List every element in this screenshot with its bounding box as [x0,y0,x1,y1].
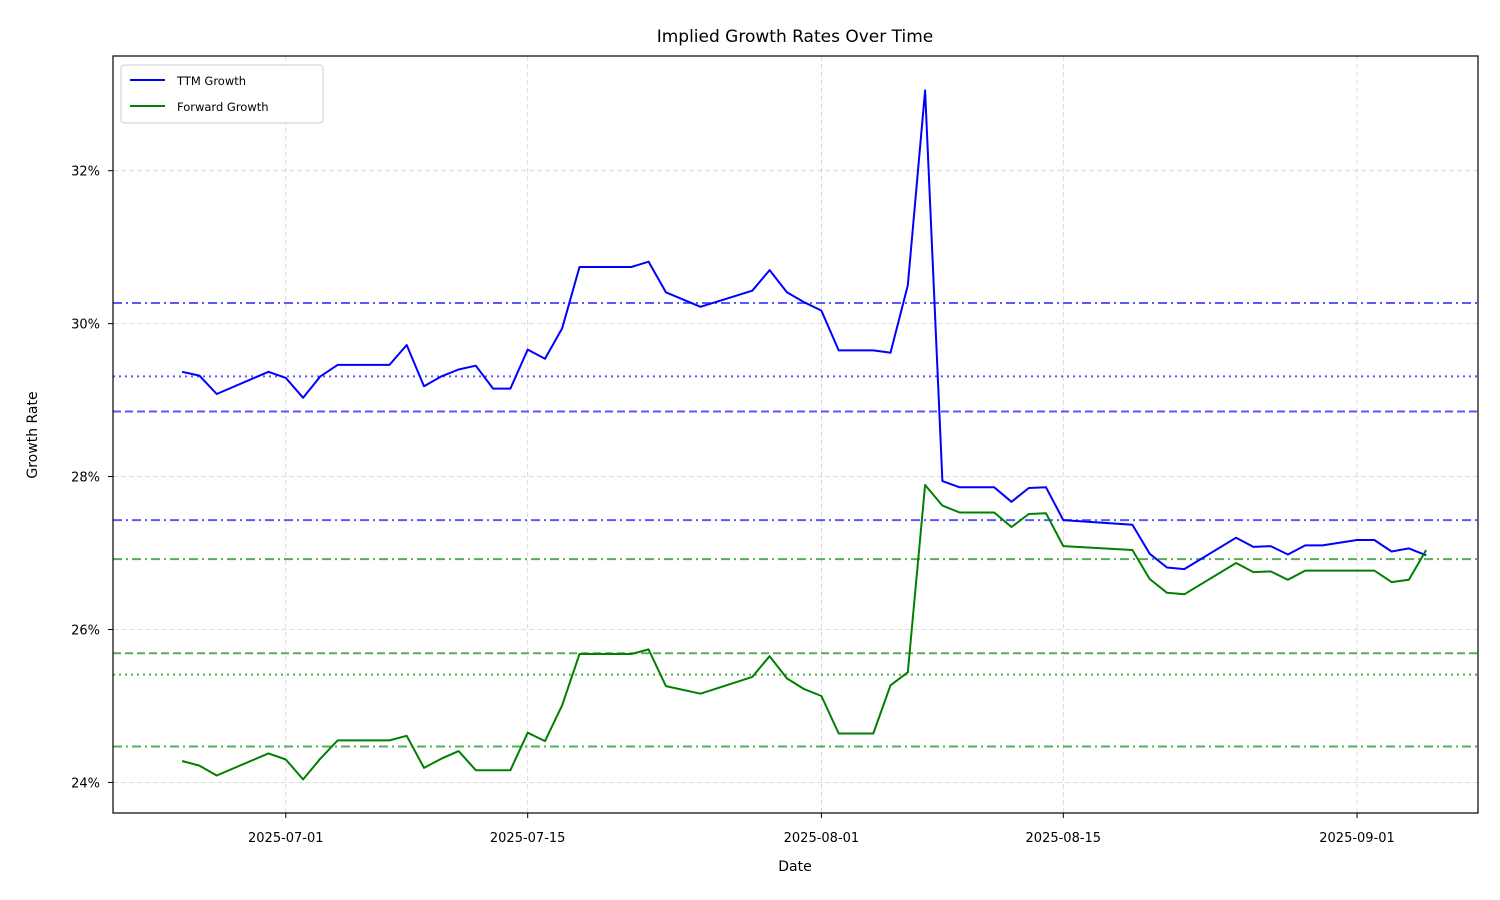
x-axis-title: Date [778,859,811,875]
series-line-ttm-growth [181,89,1427,571]
chart-title: Implied Growth Rates Over Time [657,27,934,47]
series-line-forward-growth [181,484,1428,781]
y-tick-label: 30% [71,318,100,333]
legend-label-forward: Forward Growth [177,100,269,114]
grid-lines [113,56,1478,813]
legend: TTM Growth Forward Growth [120,64,324,124]
legend-label-ttm: TTM Growth [176,74,246,88]
y-axis-title: Growth Rate [25,391,41,478]
y-tick-label: 24% [71,776,100,791]
y-tick-label: 32% [71,165,100,180]
legend-box [120,64,324,124]
plot-frame [112,55,1479,814]
x-tick-label: 2025-08-15 [1026,831,1102,846]
x-tick-label: 2025-07-15 [490,831,566,846]
series-lines [181,89,1428,781]
x-tick-label: 2025-08-01 [784,831,860,846]
axis-ticks: 24% 26% 28% 30% 32% 2025-07-01 2025-07-15 2025-… [71,165,1395,846]
x-tick-label: 2025-07-01 [248,831,324,846]
y-tick-label: 26% [71,623,100,638]
y-tick-label: 28% [71,471,100,486]
x-tick-label: 2025-09-01 [1319,831,1395,846]
